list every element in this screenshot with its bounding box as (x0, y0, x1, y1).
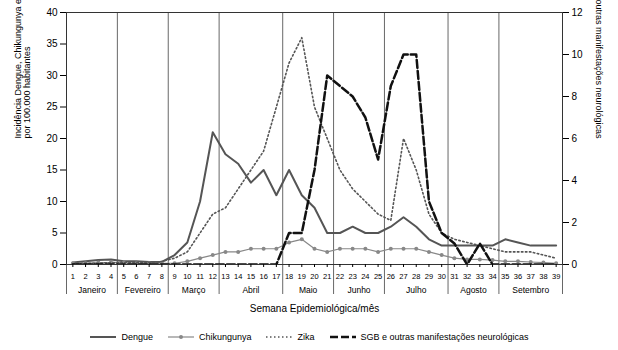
svg-text:12: 12 (209, 272, 217, 281)
svg-text:8: 8 (572, 91, 578, 102)
svg-text:Fevereiro: Fevereiro (125, 285, 161, 295)
html-text:Zika: Zika (297, 332, 315, 342)
html-text:SGB e outras manifestações neu: SGB e outras manifestações neurológicas (360, 332, 529, 342)
svg-text:12: 12 (572, 7, 584, 18)
svg-text:30: 30 (46, 70, 58, 81)
svg-text:25: 25 (374, 272, 382, 281)
svg-text:14: 14 (234, 272, 242, 281)
svg-text:9: 9 (173, 272, 177, 281)
svg-text:6: 6 (134, 272, 138, 281)
svg-text:32: 32 (463, 272, 471, 281)
svg-text:35: 35 (501, 272, 509, 281)
svg-text:30: 30 (438, 272, 446, 281)
svg-text:Nº de casos SGB e outras manif: Nº de casos SGB e outras manifestações n… (594, 0, 604, 139)
svg-text:22: 22 (336, 272, 344, 281)
svg-text:40: 40 (46, 7, 58, 18)
svg-text:10: 10 (46, 196, 58, 207)
svg-text:36: 36 (514, 272, 522, 281)
svg-text:11: 11 (196, 272, 204, 281)
svg-text:26: 26 (387, 272, 395, 281)
svg-text:15: 15 (247, 272, 255, 281)
svg-text:29: 29 (425, 272, 433, 281)
svg-text:7: 7 (147, 272, 151, 281)
svg-text:20: 20 (46, 133, 58, 144)
svg-text:2: 2 (572, 217, 578, 228)
svg-text:Março: Março (182, 285, 206, 295)
svg-text:Incidência Dengue, Chikungunya: Incidência Dengue, Chikungunya e Zikapor… (13, 0, 32, 139)
svg-text:Abril: Abril (242, 285, 259, 295)
svg-text:25: 25 (46, 101, 58, 112)
svg-text:4: 4 (109, 272, 113, 281)
svg-text:Junho: Junho (347, 285, 370, 295)
svg-text:0: 0 (52, 259, 58, 270)
svg-text:39: 39 (552, 272, 560, 281)
svg-text:24: 24 (361, 272, 369, 281)
svg-text:19: 19 (298, 272, 306, 281)
svg-text:10: 10 (572, 49, 584, 60)
svg-text:20: 20 (310, 272, 318, 281)
svg-text:Janeiro: Janeiro (78, 285, 106, 295)
svg-text:31: 31 (450, 272, 458, 281)
svg-text:17: 17 (272, 272, 280, 281)
svg-text:33: 33 (476, 272, 484, 281)
svg-text:10: 10 (183, 272, 191, 281)
svg-text:3: 3 (96, 272, 100, 281)
svg-text:21: 21 (323, 272, 331, 281)
svg-text:37: 37 (527, 272, 535, 281)
html-text:Chikungunya: Chikungunya (198, 332, 252, 342)
svg-text:Julho: Julho (406, 285, 427, 295)
svg-text:28: 28 (412, 272, 420, 281)
svg-text:23: 23 (348, 272, 356, 281)
svg-text:5: 5 (122, 272, 126, 281)
svg-text:2: 2 (83, 272, 87, 281)
svg-text:6: 6 (572, 133, 578, 144)
svg-text:13: 13 (221, 272, 229, 281)
svg-text:38: 38 (539, 272, 547, 281)
svg-text:5: 5 (52, 227, 58, 238)
svg-text:0: 0 (572, 259, 578, 270)
svg-text:8: 8 (160, 272, 164, 281)
svg-text:Agosto: Agosto (460, 285, 487, 295)
html-text:Dengue: Dengue (121, 332, 153, 342)
svg-text:Setembro: Setembro (512, 285, 549, 295)
svg-text:1: 1 (71, 272, 75, 281)
svg-text:34: 34 (488, 272, 496, 281)
svg-text:4: 4 (572, 175, 578, 186)
svg-text:Semana Epidemiológica/mês: Semana Epidemiológica/mês (250, 303, 380, 314)
svg-text:15: 15 (46, 164, 58, 175)
svg-text:18: 18 (285, 272, 293, 281)
svg-text:27: 27 (399, 272, 407, 281)
svg-text:35: 35 (46, 38, 58, 49)
svg-text:Maio: Maio (299, 285, 318, 295)
svg-text:16: 16 (259, 272, 267, 281)
